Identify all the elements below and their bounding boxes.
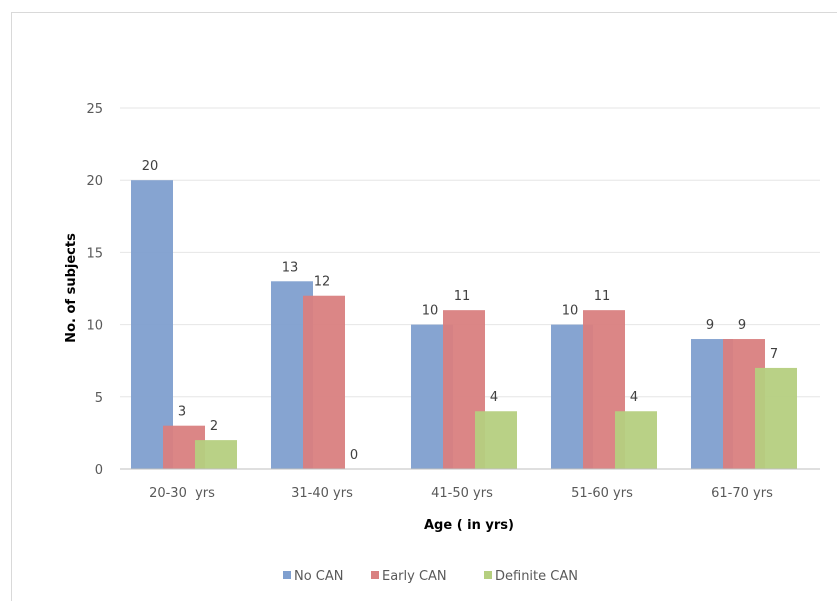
x-tick-label: 31-40 yrs [291,486,353,501]
y-tick-label: 5 [95,391,103,406]
legend-swatch [283,571,291,579]
x-tick-label: 41-50 yrs [431,486,493,501]
bar-definite-can [755,367,797,469]
legend: No CAN Early CAN Definite CAN [283,569,578,584]
x-tick-label: 51-60 yrs [571,486,633,501]
y-tick-label: 15 [86,246,103,261]
y-tick-label: 25 [86,102,103,117]
data-label: 20 [142,159,159,174]
y-tick-label: 20 [86,174,103,189]
data-label: 7 [770,347,778,362]
legend-swatch [371,571,379,579]
data-label: 13 [282,260,299,275]
bar-early-can [303,295,345,469]
bar-definite-can [475,411,517,469]
legend-label: Early CAN [382,569,447,584]
legend-label: No CAN [294,569,344,584]
bar-definite-can [195,440,237,469]
data-label: 11 [454,289,471,304]
y-tick-label: 0 [95,463,103,478]
x-tick-label: 20-30 yrs [149,486,215,501]
y-tick-label: 10 [86,319,103,334]
data-labels: 20 3 2 13 12 0 10 11 4 10 11 4 9 9 7 [142,159,778,463]
bar-no-can [131,180,173,469]
y-axis-ticks: 0 5 10 15 20 25 [86,102,103,478]
data-label: 4 [490,390,498,405]
x-tick-label: 61-70 yrs [711,486,773,501]
bar-definite-can [615,411,657,469]
data-label: 2 [210,419,218,434]
legend-swatch [484,571,492,579]
data-label: 10 [562,304,579,319]
data-label: 10 [422,304,439,319]
data-label: 11 [594,289,611,304]
bars [131,180,797,469]
data-label: 12 [314,275,331,290]
data-label: 9 [738,318,746,333]
x-axis-ticks: 20-30 yrs 31-40 yrs 41-50 yrs 51-60 yrs 61-7… [149,486,773,501]
data-label: 3 [178,405,186,420]
x-axis-title: Age ( in yrs) [424,518,514,533]
data-label: 9 [706,318,714,333]
data-label: 0 [350,448,358,463]
chart-frame [11,12,837,601]
y-axis-title: No. of subjects [64,233,79,343]
legend-label: Definite CAN [495,569,578,584]
data-label: 4 [630,390,638,405]
